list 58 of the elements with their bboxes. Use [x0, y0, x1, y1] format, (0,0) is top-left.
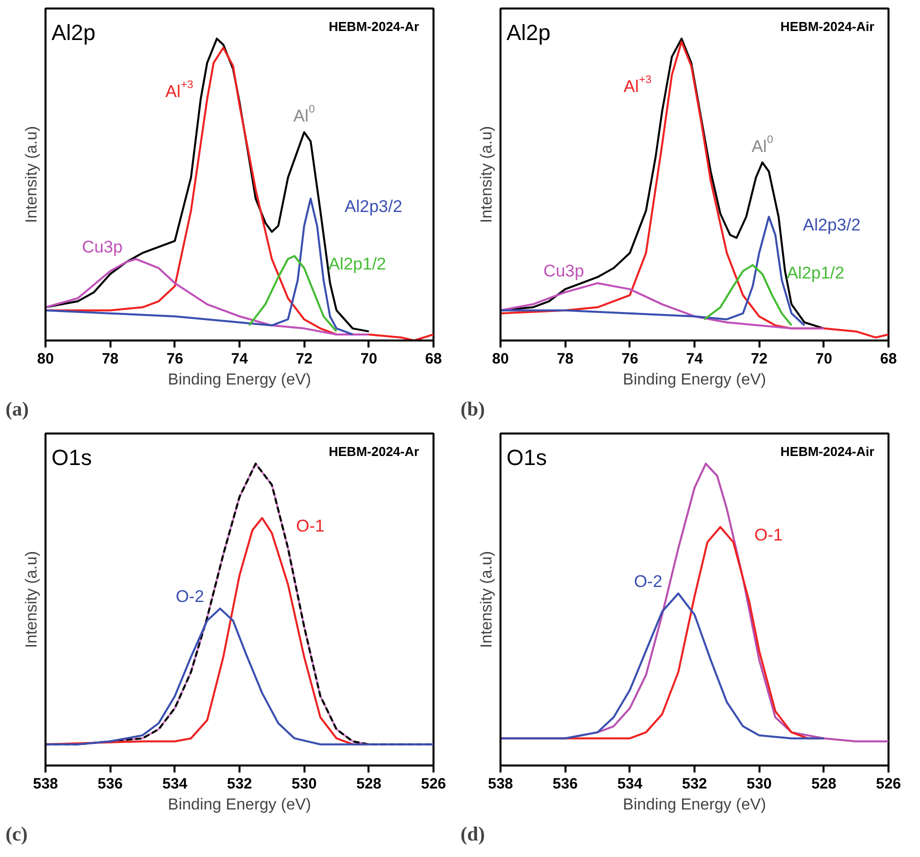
x-tick-label: 78 [102, 350, 119, 368]
chart-subtitle: HEBM-2024-Ar [328, 444, 420, 459]
series-label: Cu3p [82, 238, 123, 257]
x-tick-label: 538 [32, 776, 58, 792]
x-axis-title: Binding Energy (eV) [622, 796, 766, 814]
series-label: Al2p3/2 [344, 197, 402, 216]
chart-title: O1s [52, 445, 92, 470]
series-label: Cu3p [543, 262, 584, 281]
x-tick-label: 532 [226, 776, 252, 792]
text: (b) [460, 398, 485, 420]
chart-title: Al2p [506, 20, 551, 45]
x-tick-label: 534 [617, 776, 644, 792]
x-tick-label: 72 [296, 350, 313, 368]
x-tick-label: 68 [425, 350, 442, 368]
x-tick-label: 72 [750, 350, 768, 368]
y-axis-title: Intensity (a.u) [478, 126, 496, 223]
y-axis-title: Intensity (a.u) [478, 551, 496, 648]
chart-subtitle: HEBM-2024-Ar [328, 19, 420, 34]
x-axis-title: Binding Energy (eV) [168, 372, 312, 388]
series-label: Al2p1/2 [786, 264, 844, 283]
series-label: O-1 [296, 516, 324, 536]
x-tick-label: 538 [488, 776, 514, 792]
x-tick-label: 78 [556, 350, 574, 368]
x-tick-label: 530 [292, 776, 317, 792]
x-tick-label: 76 [166, 350, 184, 368]
x-tick-label: 80 [37, 350, 54, 368]
text: (a) [6, 398, 29, 420]
text: (c) [6, 824, 28, 846]
x-tick-label: 74 [231, 350, 248, 368]
text: (d) [460, 824, 485, 846]
x-axis-title: Binding Energy (eV) [168, 796, 312, 814]
chart-subtitle: HEBM-2024-Air [780, 444, 874, 459]
x-tick-label: 68 [880, 350, 897, 368]
series-label: Al2p1/2 [328, 254, 386, 274]
chart-title: O1s [506, 445, 547, 470]
x-tick-label: 536 [98, 776, 123, 792]
chart-subtitle: HEBM-2024-Air [780, 19, 874, 34]
x-tick-label: 528 [811, 776, 836, 792]
x-tick-label: 536 [552, 776, 578, 792]
x-tick-label: 532 [682, 776, 708, 792]
x-tick-label: 526 [876, 776, 902, 792]
series-label: Al2p3/2 [802, 215, 861, 234]
x-tick-label: 76 [621, 350, 638, 368]
x-tick-label: 74 [686, 350, 704, 368]
x-axis-title: Binding Energy (eV) [622, 372, 766, 388]
y-axis-title: Intensity (a.u) [24, 551, 40, 648]
x-tick-label: 70 [360, 350, 378, 368]
x-tick-label: 530 [746, 776, 772, 792]
series-label: O-2 [176, 587, 204, 606]
x-tick-label: 528 [356, 776, 382, 792]
x-tick-label: 534 [162, 776, 188, 792]
series-label: O-1 [754, 526, 783, 545]
y-axis-title: Intensity (a.u) [24, 126, 40, 223]
chart-title: Al2p [52, 20, 96, 45]
x-tick-label: 526 [420, 776, 446, 792]
x-tick-label: 80 [492, 350, 509, 368]
series-label: O-2 [634, 572, 662, 591]
x-tick-label: 70 [815, 350, 832, 368]
